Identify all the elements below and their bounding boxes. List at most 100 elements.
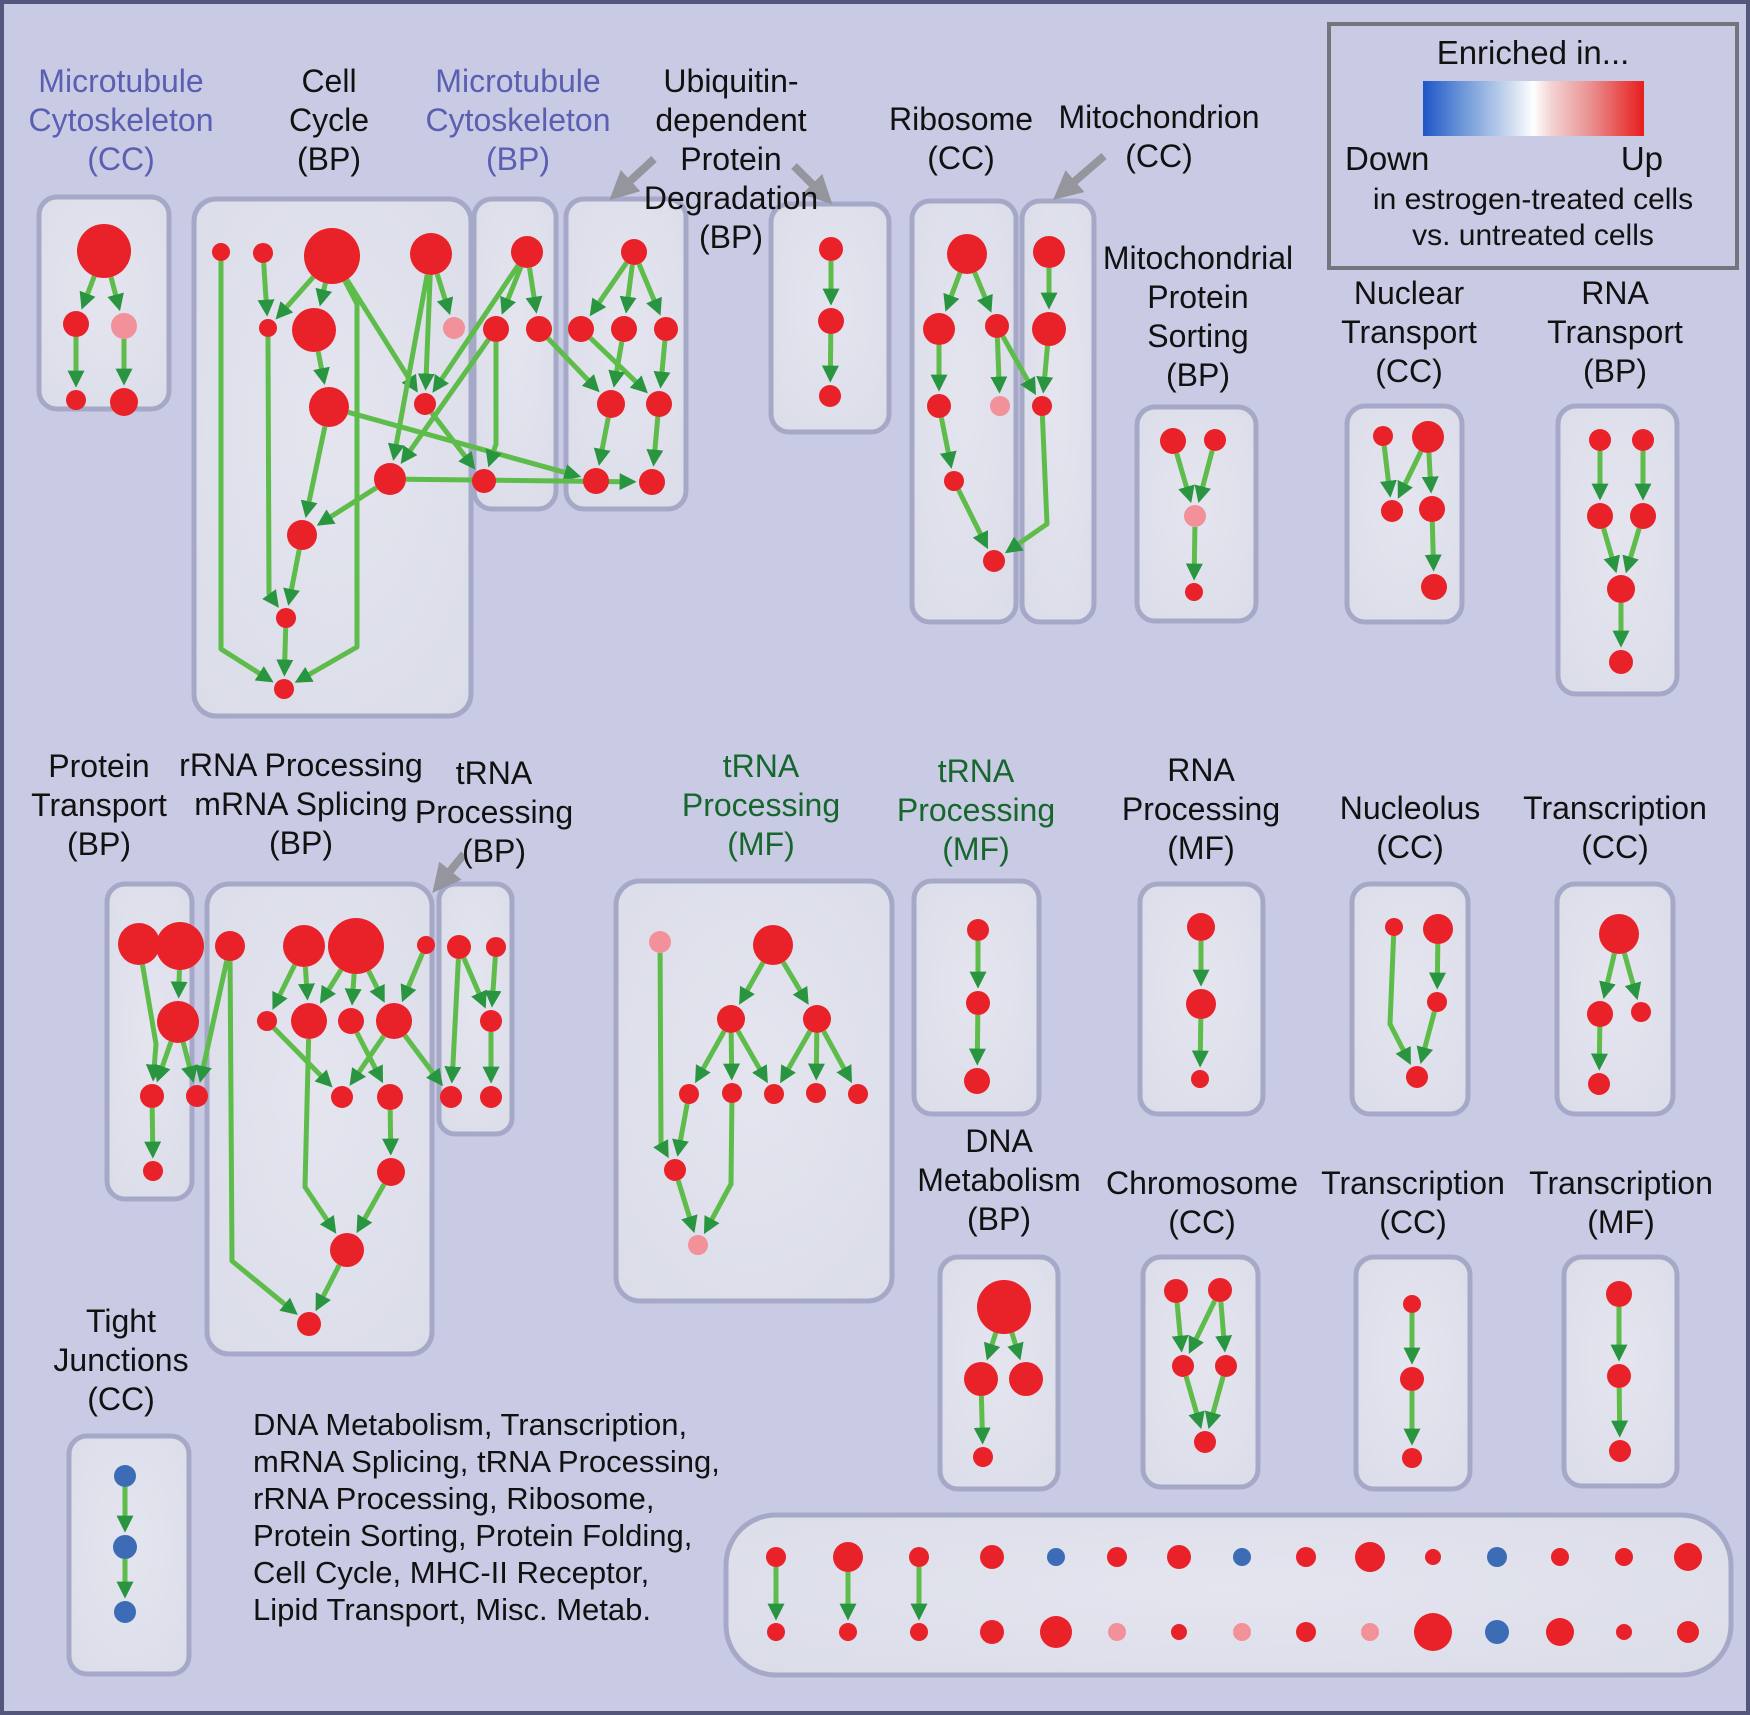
go-term-node-q3: [410, 233, 452, 275]
edge-pt2-pt4: [180, 1041, 198, 1083]
edge-e0-e2: [619, 264, 637, 314]
edge-q3-q6: [434, 273, 454, 316]
cluster-label-line: (CC): [1375, 353, 1443, 389]
edge-f1-f2: [739, 961, 766, 1005]
edge-q2-q5: [315, 282, 333, 307]
edge-tb0-tb3: [444, 958, 462, 1084]
edge-r2-r5: [319, 968, 344, 1004]
cluster-label: Transcription (MF): [1529, 1165, 1713, 1240]
cluster-label-line: (BP): [269, 825, 333, 861]
go-term-node-n1: [1412, 421, 1444, 453]
footnote-line: DNA Metabolism, Transcription,: [253, 1407, 688, 1442]
edge-pt0-pt3: [140, 964, 163, 1082]
go-term-node-e5: [646, 391, 672, 417]
go-term-node-e4: [597, 390, 625, 418]
edge-r5-r11: [302, 1038, 337, 1234]
cluster-label: Transcription (CC): [1523, 790, 1707, 865]
go-term-node-r0: [215, 931, 245, 961]
go-term-node-b2: [526, 316, 552, 342]
go-term-node-k1: [63, 311, 89, 337]
edge-q0-q12: [218, 261, 274, 683]
cluster-label: tRNA Processing (MF): [897, 753, 1055, 867]
cluster-label: Chromosome (CC): [1106, 1165, 1298, 1240]
go-term-node-t4: [1607, 575, 1635, 603]
cluster-label: tRNA Processing (BP): [415, 755, 573, 869]
go-term-node-f4: [679, 1084, 699, 1104]
edge-r1-r5: [297, 966, 315, 1001]
unclustered-terms-note: DNA Metabolism, Transcription, mRNA Spli…: [253, 1406, 720, 1628]
edge-q1-q4: [257, 262, 275, 317]
edge-o2-z2: [1000, 335, 1036, 396]
cluster-label-line: (BP): [462, 833, 526, 869]
go-term-node-o2: [985, 314, 1009, 338]
edge-n0-n2: [1379, 445, 1397, 498]
cluster-label-line: Transport: [1547, 314, 1683, 350]
go-term-node-w1: [1607, 1364, 1631, 1388]
edge-q3-q9: [387, 274, 430, 461]
go-term-node-o3: [927, 394, 951, 418]
cluster-label: Ubiquitin-dependent Protein Degradation (BP…: [644, 63, 818, 255]
go-term-node-r11: [330, 1233, 364, 1267]
edge-r0-r12: [227, 960, 298, 1315]
go-term-node-bb5: [1108, 1623, 1126, 1641]
cluster-label-line: (MF): [727, 826, 795, 862]
go-term-node-w2: [1609, 1440, 1631, 1462]
go-term-node-bt14: [1674, 1543, 1702, 1571]
go-term-node-p1: [1186, 989, 1216, 1019]
edge-e2-e4: [608, 341, 626, 388]
cluster-label-line: (CC): [87, 1381, 155, 1417]
edge-d0-d2: [1007, 1332, 1024, 1361]
go-term-node-bt9: [1355, 1542, 1385, 1572]
legend-down-label: Down: [1345, 140, 1430, 177]
cluster-label-line: (BP): [486, 141, 550, 177]
cluster-label-line: (BP): [967, 1201, 1031, 1237]
cluster-label-line: Processing: [1122, 791, 1280, 827]
go-term-node-d0: [977, 1280, 1031, 1334]
cluster-label-line: Protein: [1147, 279, 1248, 315]
cluster-label: Microtubule Cytoskeleton (CC): [29, 63, 214, 177]
footnote-line: mRNA Splicing, tRNA Processing,: [253, 1444, 720, 1479]
edge-r0-pt4: [195, 960, 230, 1083]
go-term-node-bb0: [767, 1623, 785, 1641]
cluster-label-line: (CC): [927, 140, 995, 176]
go-term-node-bb10: [1414, 1613, 1452, 1651]
edge-n1-n3: [1421, 452, 1439, 494]
go-term-node-e2: [611, 316, 637, 342]
cluster-label-line: Transcription: [1321, 1165, 1505, 1201]
edge-r11-r12: [315, 1263, 342, 1312]
go-term-node-bb1: [839, 1623, 857, 1641]
go-term-node-tb4: [480, 1086, 502, 1108]
go-term-node-f1: [753, 925, 793, 965]
gray-pointer-arrow-icon: [609, 156, 657, 201]
cluster-label-line: (CC): [1168, 1204, 1236, 1240]
edge-o2-o4: [990, 337, 1008, 394]
edge-z2-o6: [1004, 415, 1050, 554]
go-term-node-e6: [583, 468, 609, 494]
edge-a1-a2: [1194, 449, 1215, 504]
legend-gradient-bar: [1422, 81, 1644, 136]
go-term-node-bb7: [1233, 1623, 1251, 1641]
cluster-label-line: Transport: [1341, 314, 1477, 350]
go-term-node-bt11: [1487, 1547, 1507, 1567]
edge-f2-f6: [735, 1029, 768, 1084]
edge-h1-h3: [1215, 1301, 1233, 1353]
go-term-node-bt3: [980, 1545, 1004, 1569]
go-term-node-p2: [1191, 1070, 1209, 1088]
cluster-box-chromosome: [1140, 1254, 1261, 1490]
cluster-label: DNA Metabolism (BP): [917, 1123, 1081, 1237]
edge-n3-n4: [1424, 521, 1442, 572]
edge-u0-u3: [1387, 935, 1411, 1066]
edge-p1-p2: [1191, 1018, 1209, 1068]
footnote-line: Cell Cycle, MHC-II Receptor,: [253, 1555, 650, 1590]
go-term-node-t3: [1630, 503, 1656, 529]
edge-a2-a3: [1185, 526, 1203, 581]
go-term-node-h2: [1172, 1355, 1194, 1377]
edge-e0-e3: [636, 263, 662, 316]
edge-q9-q10: [316, 485, 378, 526]
go-term-node-bt13: [1615, 1548, 1633, 1566]
go-term-node-v1: [1400, 1367, 1424, 1391]
go-term-node-c0: [1599, 914, 1639, 954]
go-term-node-q8: [414, 393, 436, 415]
go-term-node-n0: [1373, 426, 1393, 446]
